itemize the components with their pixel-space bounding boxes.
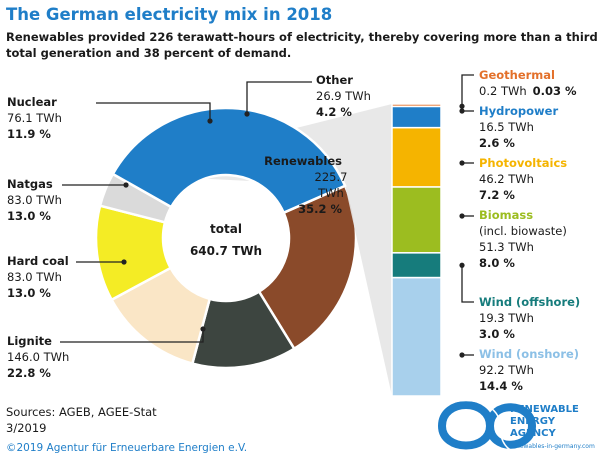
logo-line3: AGENCY: [510, 428, 556, 439]
label-other-value: 26.9 TWh: [316, 89, 371, 103]
label-hardcoal-name: Hard coal: [7, 254, 69, 268]
donut-slice-renewables-front: [111, 106, 347, 215]
connector-dot-hydropower: [459, 108, 465, 114]
label-hydropower-name: Hydropower: [479, 104, 558, 118]
label-wind-onshore-name: Wind (onshore): [479, 347, 579, 361]
footer-copyright: ©2019 Agentur für Erneuerbare Energien e…: [6, 442, 247, 454]
connector-dot-wind-offshore: [459, 262, 465, 268]
chart-subtitle-line2: total generation and 38 percent of deman…: [6, 46, 291, 60]
logo-infinity-highlight: [431, 399, 546, 454]
logo-line2: ENERGY: [510, 416, 556, 427]
connector-dot-biomass: [459, 213, 465, 219]
label-renewables-percent: 35.2 %: [298, 202, 342, 216]
label-hardcoal-percent: 13.0 %: [7, 286, 51, 300]
label-photovoltaics-name: Photovoltaics: [479, 156, 567, 170]
renewables-bar-biomass: [391, 186, 442, 254]
renewables-bar-wind-offshore: [391, 252, 442, 279]
connector-geothermal: [461, 74, 474, 107]
logo-infinity-icon: [438, 401, 537, 450]
label-wind-onshore-percent: 14.4 %: [479, 379, 523, 393]
label-renewables-name: Renewables: [264, 154, 342, 168]
chart-subtitle-line1: Renewables provided 226 terawatt-hours o…: [6, 30, 600, 44]
label-geothermal-percent: 0.03 %: [533, 84, 577, 98]
label-other-percent: 4.2 %: [316, 105, 352, 119]
connector-dot-lignite: [200, 326, 206, 332]
connector-dot-other: [244, 111, 250, 117]
connector-dot-geothermal: [459, 103, 465, 109]
label-lignite-name: Lignite: [7, 334, 52, 348]
label-wind-offshore-value: 19.3 TWh: [479, 311, 534, 325]
connector-dot-hardcoal: [121, 259, 127, 265]
label-geothermal-name: Geothermal: [479, 68, 555, 82]
label-nuclear-name: Nuclear: [7, 95, 57, 109]
label-photovoltaics-percent: 7.2 %: [479, 188, 515, 202]
label-biomass-note: (incl. biowaste): [479, 224, 567, 238]
label-nuclear-value: 76.1 TWh: [7, 111, 62, 125]
logo-url: renewables-in-germany.com: [510, 443, 595, 450]
label-wind-onshore-value: 92.2 TWh: [479, 363, 534, 377]
label-photovoltaics-value: 46.2 TWh: [479, 172, 534, 186]
connector-nuclear: [96, 102, 211, 120]
label-biomass-value: 51.3 TWh: [479, 240, 534, 254]
connector-dot-natgas: [123, 182, 129, 188]
connector-other: [246, 81, 312, 113]
renewables-bar-hydropower: [391, 105, 442, 129]
label-wind-offshore-name: Wind (offshore): [479, 295, 580, 309]
label-lignite-percent: 22.8 %: [7, 366, 51, 380]
label-renewables-unit: TWh: [317, 186, 344, 200]
donut-slice-lignite: [257, 184, 358, 351]
connector-wind-offshore: [461, 265, 474, 303]
renewables-bar-photovoltaics: [391, 126, 442, 188]
renewables-bar-wind-onshore: [391, 276, 442, 397]
logo-line1: RENEWABLE: [510, 404, 579, 415]
connector-lignite: [60, 330, 204, 343]
label-natgas-value: 83.0 TWh: [7, 193, 62, 207]
center-total-value: 640.7 TWh: [190, 244, 262, 258]
label-other-name: Other: [316, 73, 353, 87]
connector-dot-nuclear: [207, 118, 213, 124]
label-hydropower-value: 16.5 TWh: [479, 120, 534, 134]
label-renewables-value: 225.7: [315, 170, 348, 184]
center-total-label: total: [210, 222, 242, 236]
connector-dot-photovoltaics: [459, 160, 465, 166]
label-hardcoal-value: 83.0 TWh: [7, 270, 62, 284]
label-lignite-value: 146.0 TWh: [7, 350, 69, 364]
label-natgas-percent: 13.0 %: [7, 209, 51, 223]
label-biomass-percent: 8.0 %: [479, 256, 515, 270]
connector-dot-wind-onshore: [459, 352, 465, 358]
chart-title: The German electricity mix in 2018: [6, 5, 332, 24]
label-geothermal-value: 0.2 TWh: [479, 84, 527, 98]
label-nuclear-percent: 11.9 %: [7, 127, 51, 141]
label-biomass-name: Biomass: [479, 208, 533, 222]
label-hydropower-percent: 2.6 %: [479, 136, 515, 150]
footer-date: 3/2019: [6, 421, 46, 435]
label-natgas-name: Natgas: [7, 177, 53, 191]
footer-source: Sources: AGEB, AGEE-Stat: [6, 405, 157, 419]
label-wind-offshore-percent: 3.0 %: [479, 327, 515, 341]
